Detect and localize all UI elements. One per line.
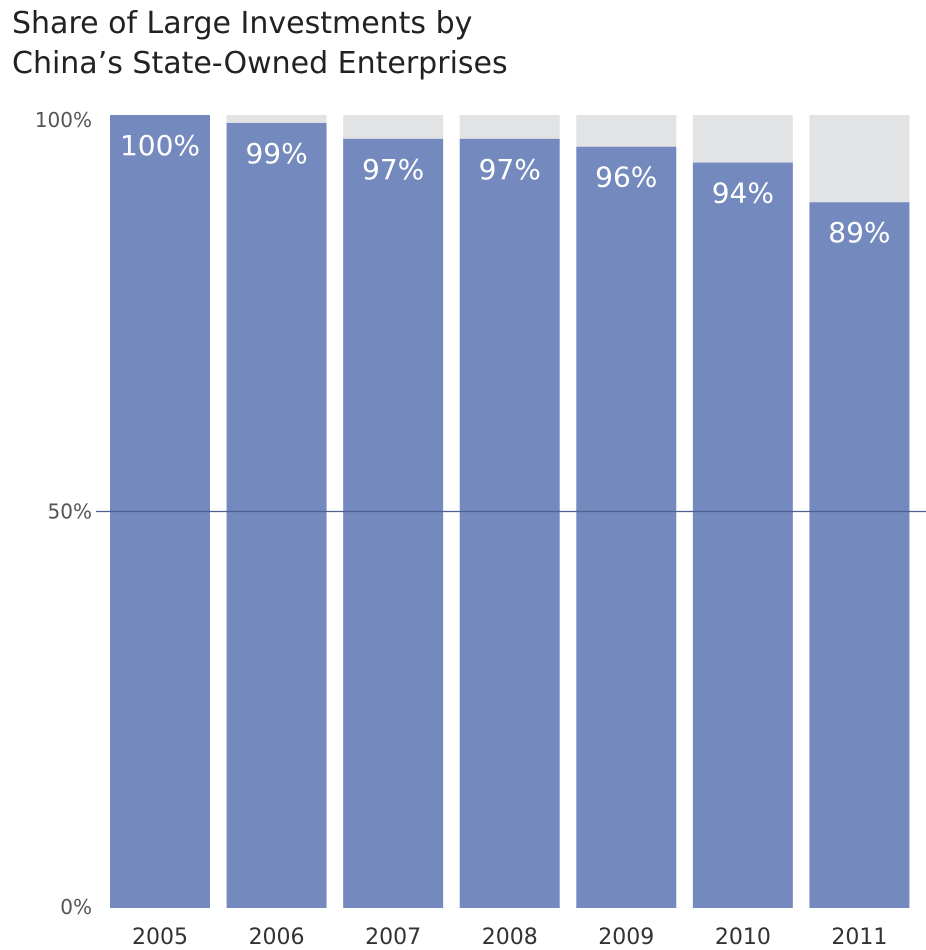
bar-remainder-2011 xyxy=(809,115,910,203)
bar-remainder-2008 xyxy=(459,115,560,139)
x-tick-label-2007: 2007 xyxy=(365,925,421,950)
x-tick-label-2006: 2006 xyxy=(249,925,305,950)
chart-title-line-2: China’s State-Owned Enterprises xyxy=(12,46,508,81)
bar-remainder-2009 xyxy=(576,115,677,147)
y-tick-label-50: 50% xyxy=(48,500,92,524)
bar-remainder-2006 xyxy=(226,115,327,123)
bar-label-2006: 99% xyxy=(245,137,307,170)
x-tick-label-2010: 2010 xyxy=(715,925,771,950)
bar-label-2009: 96% xyxy=(595,161,657,194)
x-tick-label-2011: 2011 xyxy=(831,925,887,950)
y-tick-label-100: 100% xyxy=(35,108,92,132)
bar-label-2008: 97% xyxy=(479,153,541,186)
bars-layer xyxy=(110,115,910,909)
bar-label-2005: 100% xyxy=(120,129,200,162)
y-axis: 0% 50% 100% xyxy=(35,108,92,919)
bar-2010 xyxy=(692,162,793,908)
x-tick-label-2009: 2009 xyxy=(598,925,654,950)
bar-2006 xyxy=(226,122,327,909)
bar-2008 xyxy=(459,138,560,909)
chart-title-line-1: Share of Large Investments by xyxy=(12,6,473,41)
x-axis: 2005 2006 2007 2008 2009 2010 2011 xyxy=(132,925,887,950)
chart-title: Share of Large Investments by China’s St… xyxy=(12,4,508,84)
bar-remainder-2010 xyxy=(692,115,793,163)
bar-label-2010: 94% xyxy=(712,177,774,210)
y-tick-label-0: 0% xyxy=(60,895,92,919)
bar-labels-layer: 100% 99% 97% 97% 96% 94% 89% xyxy=(120,129,891,249)
bar-2009 xyxy=(576,146,677,909)
bar-label-2007: 97% xyxy=(362,153,424,186)
x-tick-label-2008: 2008 xyxy=(482,925,538,950)
bar-label-2011: 89% xyxy=(828,216,890,249)
bar-2011 xyxy=(809,202,910,909)
bar-remainder-2007 xyxy=(343,115,444,139)
x-tick-label-2005: 2005 xyxy=(132,925,188,950)
bar-2007 xyxy=(343,138,444,909)
